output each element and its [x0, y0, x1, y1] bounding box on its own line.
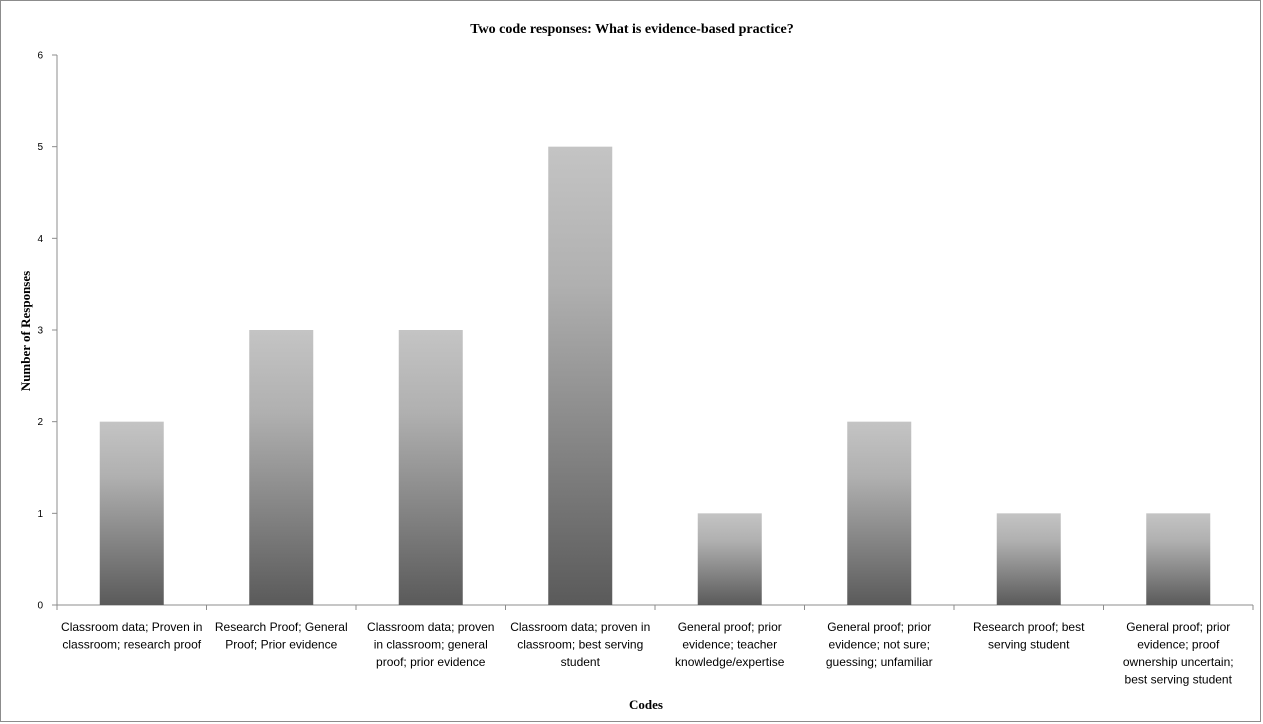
bar [697, 513, 762, 605]
bar [398, 330, 463, 605]
x-axis-title: Codes [629, 697, 663, 712]
y-tick-label: 4 [37, 234, 43, 245]
y-tick-label: 5 [37, 142, 43, 153]
y-tick-label: 2 [37, 417, 43, 428]
category-label: General proof; prior evidence; teacher kno… [675, 620, 785, 669]
x-axis [56, 604, 1254, 610]
bar [99, 421, 164, 605]
y-tick-label: 0 [37, 601, 43, 612]
category-label: General proof; prior evidence; proof owner… [1123, 620, 1234, 687]
bar [249, 330, 314, 605]
y-tick-label: 6 [37, 51, 43, 62]
bar [1146, 513, 1211, 605]
y-axis: 0 1 2 3 4 5 6 [37, 51, 58, 612]
bar [847, 421, 912, 605]
y-tick-label: 1 [37, 509, 43, 520]
bars [99, 146, 1211, 605]
bar [548, 146, 613, 605]
category-label: Classroom data; proven in classroom; best… [510, 620, 650, 669]
y-tick-label: 3 [37, 326, 43, 337]
category-label: Research proof; best serving student [973, 620, 1085, 652]
category-label: General proof; prior evidence; not sure; g… [826, 620, 933, 669]
category-label: Research Proof; General Proof; Prior evid… [215, 620, 348, 652]
category-labels: Classroom data; Proven in classroom; rese… [61, 620, 1234, 687]
y-axis-title: Number of Responses [18, 271, 33, 391]
category-label: Classroom data; proven in classroom; gene… [367, 620, 494, 669]
category-label: Classroom data; Proven in classroom; rese… [61, 620, 202, 652]
bar [996, 513, 1061, 605]
chart-title: Two code responses: What is evidence-bas… [470, 22, 794, 37]
